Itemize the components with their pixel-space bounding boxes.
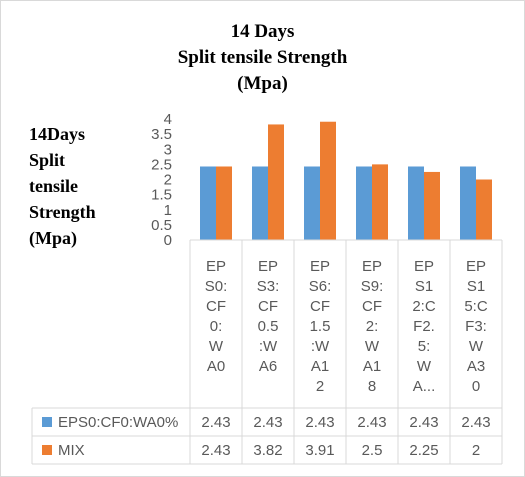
category-label: A3 (467, 358, 485, 375)
bar-baseline-3 (356, 166, 372, 240)
y-axis-label-line-3: tensile (29, 176, 78, 196)
table-value: 3.91 (305, 442, 334, 459)
table-value: 2.43 (305, 414, 334, 431)
bar-baseline-1 (252, 166, 268, 240)
y-axis-label-line-1: 14Days (29, 124, 86, 144)
category-label: A1 (311, 358, 329, 375)
category-label: W (209, 338, 224, 355)
category-label: CF (258, 298, 278, 315)
category-label: W (417, 358, 432, 375)
bar-mix-2 (320, 121, 336, 240)
table-value: 2.43 (409, 414, 438, 431)
y-tick-label: 1 (164, 202, 172, 219)
bar-mix-3 (372, 164, 388, 240)
category-label: EP (414, 258, 434, 275)
category-label: 5: (418, 338, 431, 355)
category-label: F3: (465, 318, 487, 335)
table-value: 2.43 (201, 414, 230, 431)
y-tick-label: 0.5 (151, 217, 172, 234)
category-label: S1 (415, 278, 433, 295)
bar-mix-4 (424, 171, 440, 240)
legend-label-0: EPS0:CF0:WA0% (58, 414, 178, 431)
category-label: S0: (205, 278, 228, 295)
category-label: F2. (413, 318, 435, 335)
y-tick-label: 0 (164, 232, 172, 249)
bar-baseline-0 (200, 166, 216, 240)
category-label: CF (362, 298, 382, 315)
y-axis-label-line-5: (Mpa) (29, 228, 77, 248)
category-label: EP (362, 258, 382, 275)
table-value: 2.43 (461, 414, 490, 431)
category-label: A6 (259, 358, 277, 375)
category-label: S6: (309, 278, 332, 295)
category-label: A... (413, 378, 436, 395)
chart-title-line-3: (Mpa) (237, 73, 288, 94)
table-value: 2.43 (201, 442, 230, 459)
category-label: S9: (361, 278, 384, 295)
table-value: 2 (472, 442, 480, 459)
bar-mix-5 (476, 179, 492, 240)
bar-baseline-5 (460, 166, 476, 240)
y-tick-label: 2.5 (151, 156, 172, 173)
category-label: 0: (210, 318, 223, 335)
y-tick-label: 2 (164, 172, 172, 189)
category-label: 0 (472, 378, 480, 395)
category-label: CF (310, 298, 330, 315)
category-label: A0 (207, 358, 225, 375)
chart-title-line-1: 14 Days (230, 21, 295, 42)
category-label: EP (310, 258, 330, 275)
table-value: 2.43 (253, 414, 282, 431)
legend-key-1 (42, 445, 52, 455)
category-label: S1 (467, 278, 485, 295)
chart-title-line-2: Split tensile Strength (177, 47, 348, 68)
category-label: 0.5 (258, 318, 279, 335)
category-label: CF (206, 298, 226, 315)
table-value: 2.25 (409, 442, 438, 459)
bar-mix-0 (216, 166, 232, 240)
table-value: 2.5 (362, 442, 383, 459)
y-tick-label: 3.5 (151, 126, 172, 143)
category-label: 2 (316, 378, 324, 395)
category-label: W (469, 338, 484, 355)
category-label: EP (466, 258, 486, 275)
category-label: 2:C (412, 298, 436, 315)
legend-label-1: MIX (58, 442, 85, 459)
y-axis-label-line-2: Split (29, 150, 66, 170)
category-label: EP (258, 258, 278, 275)
category-label: A1 (363, 358, 381, 375)
category-label: 5:C (464, 298, 488, 315)
bar-mix-1 (268, 124, 284, 240)
bar-baseline-4 (408, 166, 424, 240)
legend-key-0 (42, 417, 52, 427)
y-tick-label: 4 (164, 111, 172, 128)
category-label: 1.5 (310, 318, 331, 335)
category-label: :W (259, 338, 278, 355)
table-value: 3.82 (253, 442, 282, 459)
category-label: 8 (368, 378, 376, 395)
bar-baseline-2 (304, 166, 320, 240)
category-label: :W (311, 338, 330, 355)
category-label: 2: (366, 318, 379, 335)
category-label: S3: (257, 278, 280, 295)
y-tick-label: 3 (164, 141, 172, 158)
category-label: EP (206, 258, 226, 275)
category-label: W (365, 338, 380, 355)
table-value: 2.43 (357, 414, 386, 431)
y-axis-label-line-4: Strength (29, 202, 96, 222)
y-tick-label: 1.5 (151, 187, 172, 204)
